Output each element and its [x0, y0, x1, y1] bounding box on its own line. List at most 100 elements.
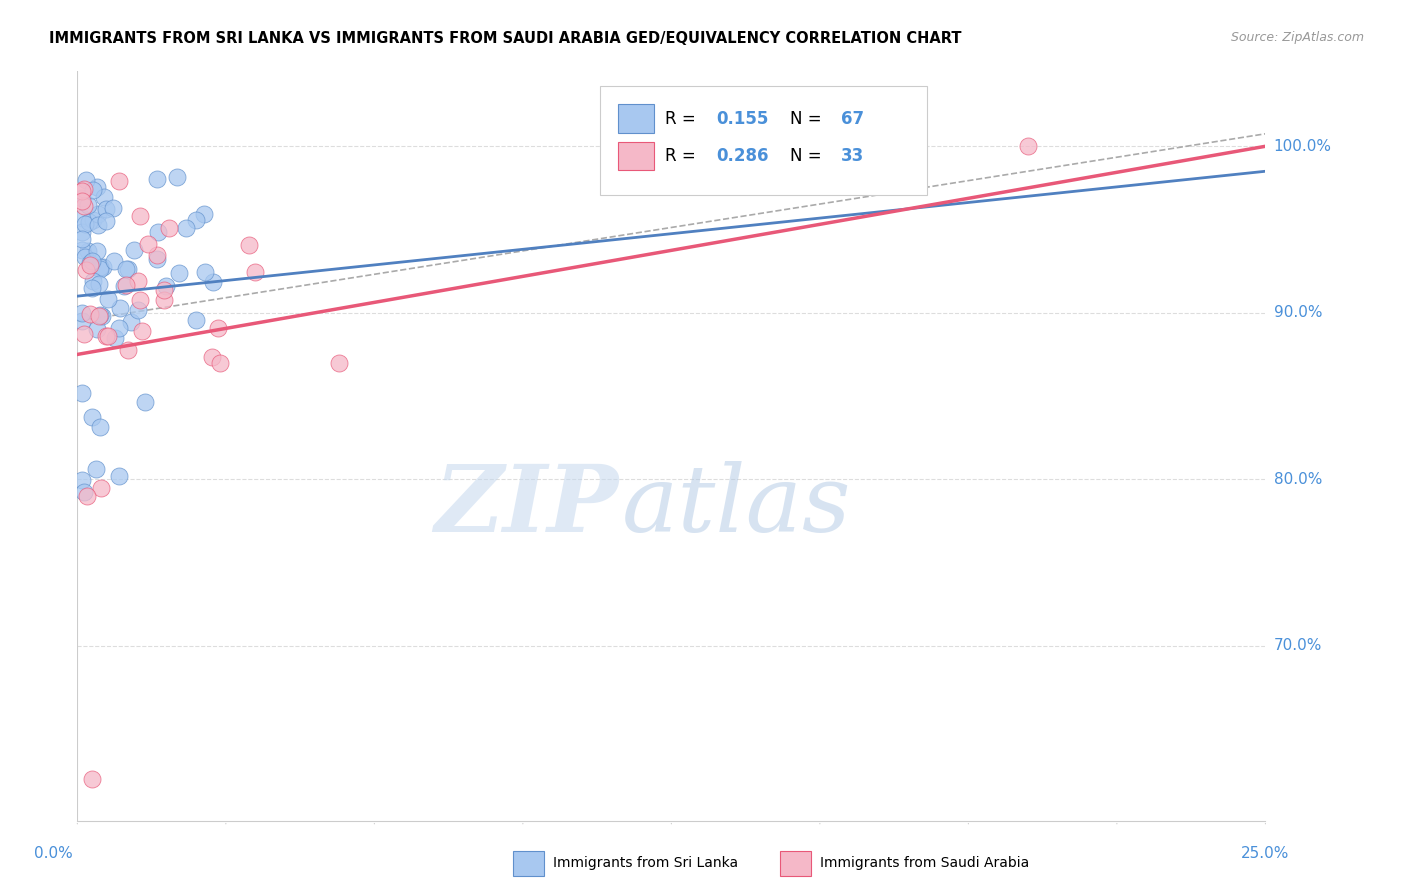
Point	[117, 262, 139, 277]
Point	[77, 215, 100, 229]
Text: N =: N =	[790, 110, 827, 128]
Point	[169, 267, 191, 281]
Point	[70, 232, 93, 246]
Point	[70, 473, 93, 487]
Text: 33: 33	[841, 147, 865, 165]
Point	[96, 329, 118, 343]
Point	[186, 313, 208, 327]
Text: IMMIGRANTS FROM SRI LANKA VS IMMIGRANTS FROM SAUDI ARABIA GED/EQUIVALENCY CORREL: IMMIGRANTS FROM SRI LANKA VS IMMIGRANTS …	[49, 31, 962, 46]
Point	[82, 281, 104, 295]
Point	[89, 310, 111, 324]
Point	[87, 219, 110, 233]
Point	[79, 258, 101, 272]
Text: R =: R =	[665, 147, 702, 165]
Point	[146, 248, 169, 262]
Point	[70, 184, 93, 198]
Point	[80, 254, 103, 268]
Text: N =: N =	[790, 147, 827, 165]
Text: 70.0%: 70.0%	[1274, 639, 1322, 653]
Text: 90.0%: 90.0%	[1274, 305, 1322, 320]
Point	[70, 225, 93, 239]
Point	[152, 293, 174, 307]
Point	[75, 217, 97, 231]
Point	[87, 277, 110, 291]
Text: ZIP: ZIP	[433, 461, 617, 551]
Point	[136, 237, 159, 252]
Point	[146, 226, 169, 240]
Point	[70, 386, 93, 401]
Point	[121, 315, 143, 329]
Text: 67: 67	[841, 110, 865, 128]
Point	[82, 409, 104, 424]
Point	[89, 420, 111, 434]
Point	[207, 320, 229, 334]
Text: 100.0%: 100.0%	[1274, 139, 1331, 153]
Point	[86, 244, 108, 258]
Point	[184, 213, 207, 227]
Text: 0.0%: 0.0%	[34, 846, 73, 861]
Point	[73, 199, 96, 213]
Point	[208, 356, 231, 370]
Text: 0.155: 0.155	[717, 110, 769, 128]
Point	[80, 772, 103, 786]
Point	[103, 253, 125, 268]
Point	[72, 484, 94, 499]
Text: atlas: atlas	[621, 461, 851, 551]
Point	[201, 351, 224, 365]
Point	[108, 468, 131, 483]
Point	[1017, 139, 1039, 153]
Point	[101, 201, 124, 215]
Point	[97, 329, 120, 343]
Point	[122, 243, 145, 257]
Point	[75, 173, 97, 187]
Point	[70, 306, 93, 320]
Text: 0.286: 0.286	[717, 147, 769, 165]
Point	[238, 238, 260, 252]
Point	[90, 481, 112, 495]
Point	[129, 293, 152, 307]
Point	[76, 489, 98, 503]
Point	[86, 322, 108, 336]
Point	[70, 314, 93, 328]
Point	[86, 179, 108, 194]
Point	[129, 209, 152, 223]
Point	[79, 307, 101, 321]
Point	[84, 462, 107, 476]
Point	[157, 220, 180, 235]
Point	[131, 324, 153, 338]
Point	[77, 198, 100, 212]
Point	[94, 202, 117, 216]
Point	[93, 189, 115, 203]
Text: R =: R =	[665, 110, 702, 128]
Text: 80.0%: 80.0%	[1274, 472, 1322, 487]
Point	[193, 207, 215, 221]
Point	[82, 183, 104, 197]
Point	[70, 244, 93, 258]
Point	[146, 252, 169, 266]
Point	[73, 250, 96, 264]
Text: Immigrants from Saudi Arabia: Immigrants from Saudi Arabia	[820, 855, 1029, 870]
Point	[194, 265, 217, 279]
Point	[97, 292, 120, 306]
Text: Source: ZipAtlas.com: Source: ZipAtlas.com	[1230, 31, 1364, 45]
Point	[108, 174, 131, 188]
Point	[89, 308, 111, 322]
Point	[70, 194, 93, 208]
Point	[89, 260, 111, 274]
Point	[117, 343, 139, 358]
Point	[89, 261, 111, 276]
Point	[201, 275, 224, 289]
FancyBboxPatch shape	[617, 104, 654, 133]
Point	[91, 260, 114, 275]
Text: 25.0%: 25.0%	[1241, 846, 1289, 861]
Point	[114, 278, 136, 293]
Point	[153, 283, 176, 297]
Point	[73, 327, 96, 342]
Point	[104, 330, 127, 344]
Point	[108, 301, 131, 315]
Point	[73, 182, 96, 196]
Point	[82, 274, 104, 288]
Point	[94, 214, 117, 228]
Point	[70, 191, 93, 205]
Point	[328, 356, 350, 370]
